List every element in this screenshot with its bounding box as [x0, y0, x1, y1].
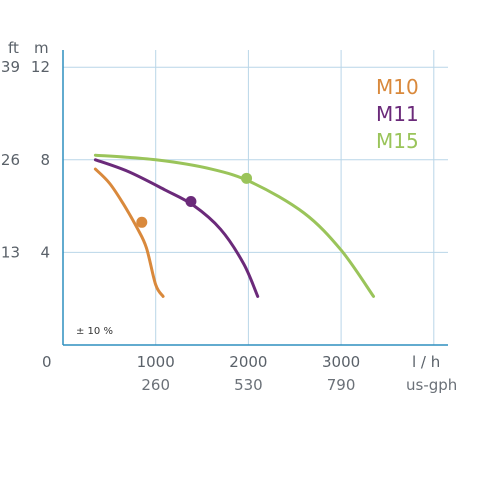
x-tick-label: 3000: [322, 353, 360, 371]
m-tick-label: 8: [40, 151, 50, 169]
m-tick-label: 4: [40, 243, 50, 261]
ft-tick-label: 39: [1, 58, 20, 76]
gph-tick-label: 790: [327, 376, 356, 394]
legend-item-m11: M11: [376, 102, 419, 126]
operating-point-m10: [136, 216, 148, 228]
tolerance-note: ± 10 %: [76, 326, 113, 337]
series-line-m11: [93, 158, 260, 298]
legend-item-m15: M15: [376, 129, 419, 153]
x-tick-label: 1000: [137, 353, 175, 371]
series-line-m15: [93, 153, 375, 298]
legend: M10 M11 M15: [376, 75, 419, 153]
y-unit-left-label: ft: [8, 39, 19, 57]
operating-point-m15: [241, 172, 253, 184]
axis-frame: [62, 50, 448, 346]
x-zero-label: 0: [42, 353, 52, 371]
series-markers: [136, 172, 253, 228]
operating-point-m11: [185, 195, 197, 207]
series-lines: [93, 153, 375, 298]
secondary-x-unit-label: us-gph: [406, 376, 457, 394]
gph-tick-label: 530: [234, 376, 263, 394]
y-unit-right-label: m: [34, 39, 49, 57]
gph-tick-label: 260: [141, 376, 170, 394]
x-tick-label: 2000: [229, 353, 267, 371]
grid: [63, 50, 448, 345]
tick-labels: 1000 260 2000 530 3000 790 4 13 8 26 12 39: [1, 58, 360, 394]
ft-tick-label: 13: [1, 243, 20, 261]
x-unit-label: l / h: [412, 353, 440, 371]
legend-item-m10: M10: [376, 75, 419, 99]
m-tick-label: 12: [31, 58, 50, 76]
ft-tick-label: 26: [1, 151, 20, 169]
series-line-m10: [93, 167, 165, 298]
